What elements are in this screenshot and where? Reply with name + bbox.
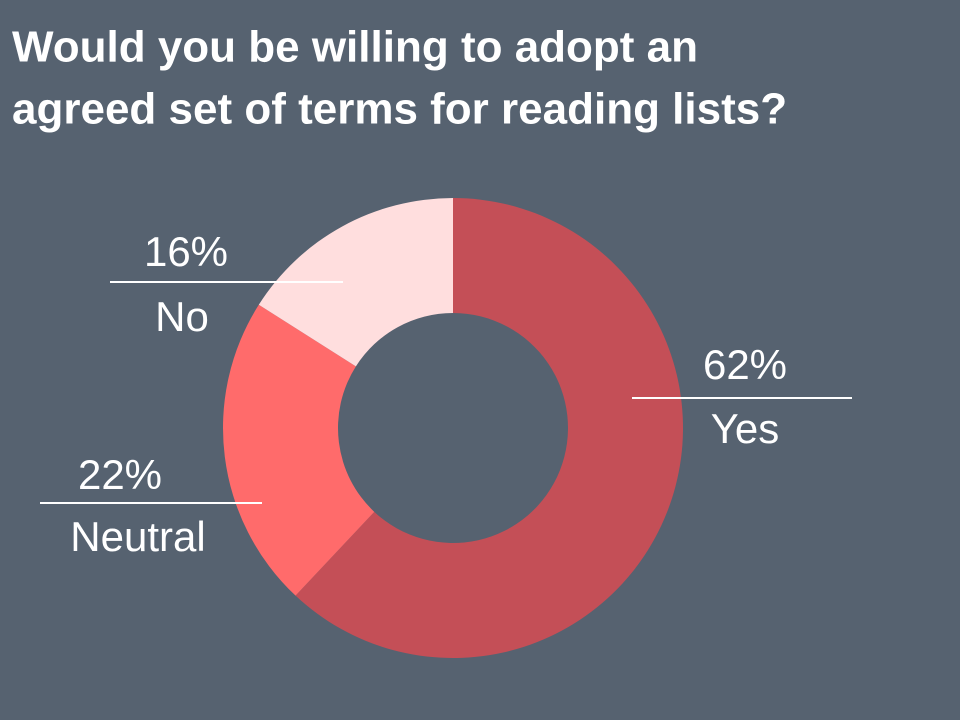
chart-title: agreed set of terms for reading lists? — [12, 85, 787, 134]
category-label: No — [155, 293, 209, 340]
donut-slice — [258, 198, 453, 367]
donut-slice — [295, 198, 684, 658]
value-label: 22% — [78, 451, 162, 498]
value-label: 16% — [144, 228, 228, 275]
donut-slice — [222, 304, 375, 596]
category-label: Yes — [711, 405, 780, 452]
chart-title: Would you be willing to adopt an — [12, 23, 698, 72]
category-label: Neutral — [70, 513, 205, 560]
value-label: 62% — [703, 341, 787, 388]
